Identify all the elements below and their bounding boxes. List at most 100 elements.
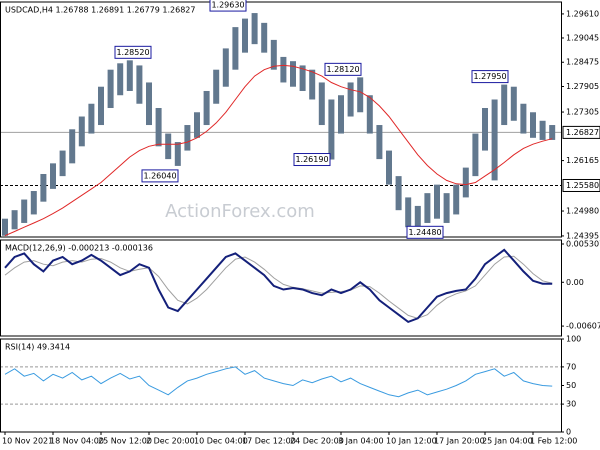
candle [299, 65, 306, 91]
annotation-box [324, 62, 362, 76]
candle [395, 176, 402, 211]
x-tick-label: 1 Feb 12:00 [530, 437, 577, 446]
annotation-box [114, 45, 152, 59]
candle [30, 191, 37, 215]
candle [69, 129, 76, 164]
y-tick-label: 50 [566, 381, 576, 390]
candle [98, 86, 104, 126]
annotation-box [141, 169, 179, 183]
candle [530, 112, 536, 138]
candle [21, 199, 28, 223]
candle [539, 120, 546, 140]
price-box [562, 178, 600, 192]
candle [232, 27, 239, 70]
panel-title: RSI(14) 49.3414 [5, 343, 70, 352]
x-tick-label: 3 Jan 04:00 [338, 437, 384, 446]
x-tick-label: 25 Jan 04:00 [482, 437, 533, 446]
x-tick-label: 17 Jan 20:00 [434, 437, 485, 446]
candle [357, 77, 364, 113]
annotation-box [471, 70, 509, 84]
candle [146, 82, 152, 126]
price-box [562, 125, 600, 139]
y-tick-label: 0 [566, 428, 571, 437]
candle [434, 184, 440, 219]
annotation-box [209, 0, 247, 12]
y-tick-label: 1.27905 [566, 82, 599, 91]
candle [328, 99, 335, 160]
x-tick-label: 2 Dec 20:00 [146, 437, 195, 446]
candle [165, 133, 172, 160]
candle [194, 112, 200, 138]
x-tick-label: 25 Nov 12:00 [98, 437, 152, 446]
candle [462, 167, 469, 198]
y-tick-label: 1.24980 [566, 207, 599, 216]
x-tick-label: 10 Jan 12:00 [386, 437, 437, 446]
candle [78, 116, 85, 147]
candle [443, 193, 450, 223]
candle [40, 173, 47, 202]
rsi-line [4, 366, 553, 398]
y-tick-label: 1.29610 [566, 9, 599, 18]
annotation-label: 1.28520 [116, 48, 149, 57]
annotation-label: 1.28120 [326, 65, 359, 74]
candle [222, 48, 229, 87]
y-tick-label: 70 [566, 362, 576, 371]
panel-title: MACD(12,26,9) -0.000213 -0.000136 [5, 244, 153, 253]
watermark: ActionForex.com [165, 201, 315, 222]
x-tick-label: 10 Dec 04:00 [194, 437, 248, 446]
candle [414, 205, 421, 233]
candle [501, 84, 508, 126]
annotation-label: 1.29630 [211, 1, 244, 10]
candle [376, 125, 383, 160]
candle [510, 86, 517, 121]
y-tick-label: -0.006074 [566, 322, 600, 331]
x-tick-label: 10 Nov 2021 [2, 437, 53, 446]
y-tick-label: 1.24395 [566, 231, 599, 240]
moving-average [4, 64, 553, 237]
annotation-box [293, 153, 331, 167]
candle [366, 95, 373, 134]
annotation-label: 1.26190 [295, 155, 328, 164]
y-tick-label: 1.27305 [566, 108, 599, 117]
candle [386, 150, 392, 185]
candle [50, 163, 56, 189]
annotation-box [406, 225, 444, 239]
candle [117, 63, 124, 96]
price-box-label: 1.25580 [566, 181, 599, 190]
panel-frame [0, 239, 562, 337]
candle [424, 193, 431, 223]
macd-main [4, 248, 553, 324]
candle [2, 218, 8, 236]
candle [11, 210, 18, 230]
y-tick-label: 0.005307 [566, 239, 600, 248]
candle [338, 95, 344, 134]
candle [107, 69, 114, 109]
y-tick-label: 30 [566, 400, 576, 409]
price-box-label: 1.26827 [566, 128, 599, 137]
candle [242, 18, 248, 53]
y-tick-label: 1.26165 [566, 156, 599, 165]
y-tick-label: 1.29045 [566, 33, 599, 42]
y-tick-label: 1.28475 [566, 58, 599, 67]
panel-title: USDCAD,H4 1.26788 1.26891 1.26779 1.2682… [5, 6, 195, 15]
candle [136, 65, 143, 104]
candle [174, 142, 181, 166]
candle [491, 99, 498, 181]
x-tick-label: 18 Nov 04:00 [50, 437, 104, 446]
candle [203, 90, 210, 126]
candle [155, 108, 162, 147]
candle [290, 61, 296, 87]
candle [261, 22, 268, 53]
candle [482, 108, 488, 151]
candle [309, 69, 316, 100]
candle [347, 82, 354, 117]
candle [280, 56, 287, 83]
candle [453, 184, 460, 215]
panel-frame [0, 1, 562, 238]
candle [213, 69, 220, 104]
candle [251, 13, 258, 45]
candle [549, 125, 556, 140]
candle [184, 125, 191, 151]
x-tick-label: 24 Dec 20:00 [290, 437, 344, 446]
